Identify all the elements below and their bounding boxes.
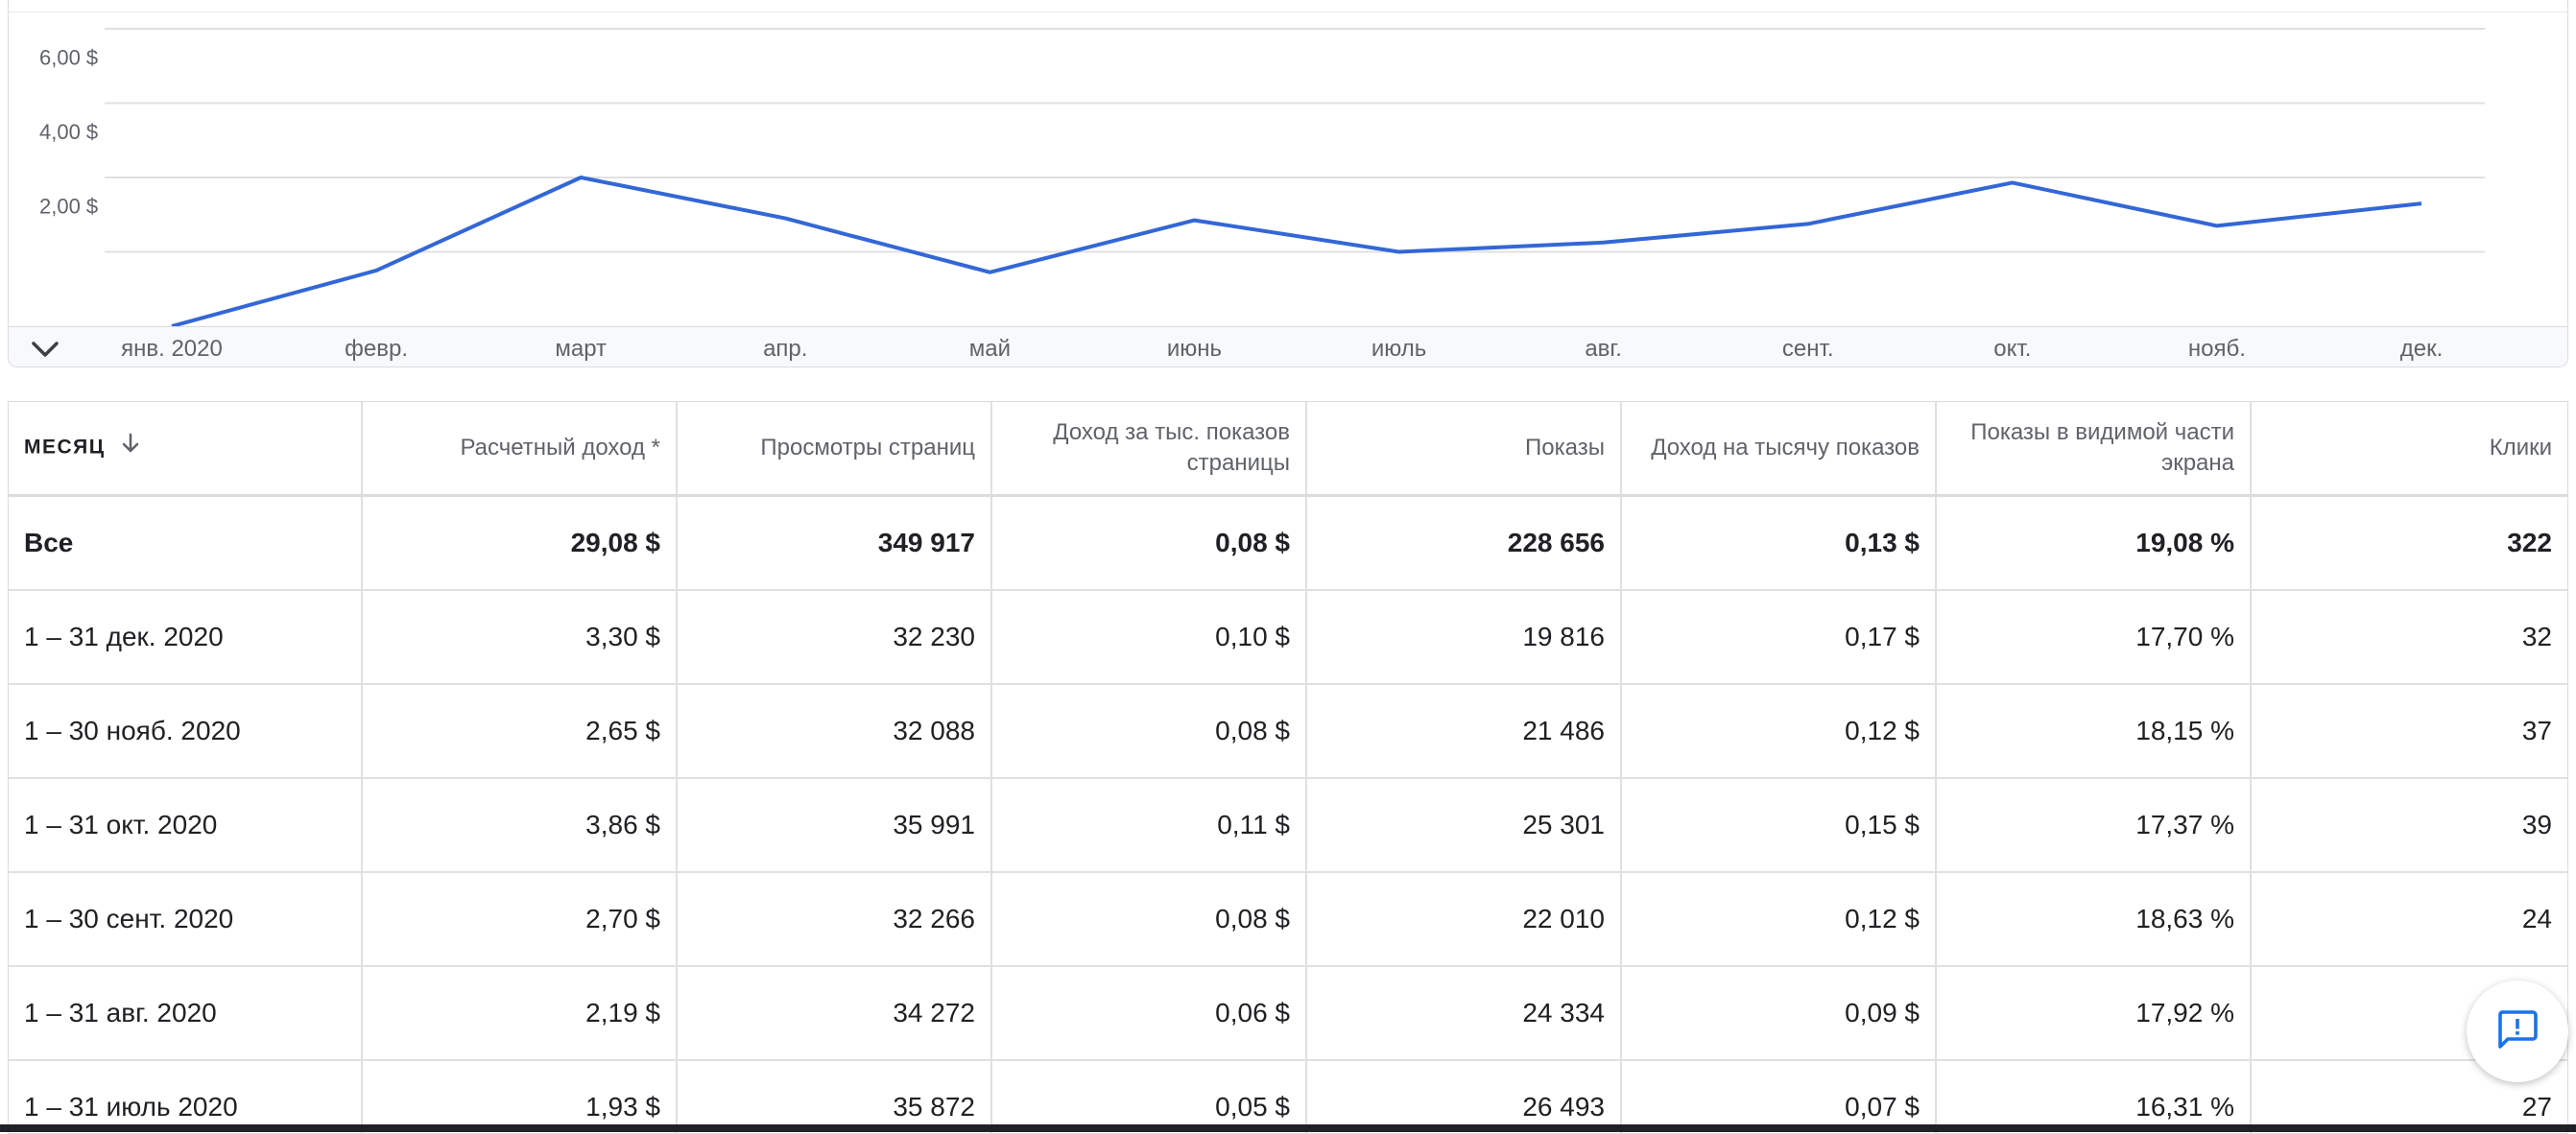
- table-cell: 0,12 $: [1621, 684, 1937, 779]
- arrow-down-icon[interactable]: [120, 432, 141, 464]
- table-cell: 3,86 $: [362, 778, 678, 873]
- table-cell: 0,15 $: [1621, 778, 1937, 873]
- column-header-active-view-viewable[interactable]: Показы в видимой части экрана: [1936, 402, 2252, 497]
- table-cell: 1 – 31 авг. 2020: [9, 966, 363, 1061]
- x-tick-label: дек.: [2400, 336, 2444, 362]
- table-cell: 19,08 %: [1936, 495, 2252, 591]
- x-tick-label: янв. 2020: [121, 336, 223, 362]
- table-cell: 39: [2251, 778, 2567, 873]
- table-cell: 32 266: [677, 872, 992, 967]
- x-tick-label: апр.: [763, 336, 807, 362]
- table-cell: 0,11 $: [991, 778, 1307, 873]
- table-cell: 24 334: [1306, 966, 1622, 1061]
- table-cell: 35 872: [677, 1060, 992, 1133]
- table-cell: 0,12 $: [1621, 872, 1937, 967]
- table-row: 1 – 30 сент. 2020 2,70 $ 32 266 0,08 $ 2…: [9, 872, 2567, 967]
- table-row: 1 – 31 авг. 2020 2,19 $ 34 272 0,06 $ 24…: [9, 966, 2567, 1061]
- table-cell: 18,15 %: [1936, 684, 2252, 779]
- column-header-impressions[interactable]: Показы: [1306, 402, 1622, 497]
- x-tick-label: июнь: [1167, 336, 1222, 362]
- table-cell: 32 230: [677, 590, 992, 685]
- feedback-icon: [2494, 1006, 2540, 1057]
- table-row: 1 – 31 июль 2020 1,93 $ 35 872 0,05 $ 26…: [9, 1060, 2567, 1133]
- chevron-down-icon[interactable]: [26, 335, 64, 364]
- column-header-page-views[interactable]: Просмотры страниц: [677, 402, 992, 497]
- table-cell: 17,37 %: [1936, 778, 2252, 873]
- table-cell: 1 – 30 нояб. 2020: [9, 684, 363, 779]
- column-header-clicks[interactable]: Клики: [2251, 402, 2567, 497]
- feedback-button[interactable]: [2467, 980, 2568, 1082]
- report-table: МЕСЯЦ Расчетный доход * Просмотры страни…: [8, 401, 2568, 1134]
- table-cell: 35 991: [677, 778, 992, 873]
- table-cell: 0,08 $: [991, 872, 1307, 967]
- column-header-estimated-revenue[interactable]: Расчетный доход *: [362, 402, 678, 497]
- table-cell: 0,06 $: [991, 966, 1307, 1061]
- table-cell: 1 – 30 сент. 2020: [9, 872, 363, 967]
- table-cell: 3,30 $: [362, 590, 678, 685]
- y-tick-label: 6,00 $: [39, 46, 98, 70]
- table-cell: Все: [9, 495, 363, 591]
- table-cell: 22 010: [1306, 872, 1622, 967]
- table-cell: 1 – 31 окт. 2020: [9, 778, 363, 873]
- x-tick-label: нояб.: [2188, 336, 2246, 362]
- x-tick-label: авг.: [1585, 336, 1622, 362]
- table-cell: 228 656: [1306, 495, 1622, 591]
- x-tick-label: окт.: [1993, 336, 2031, 362]
- table-cell: 26 493: [1306, 1060, 1622, 1133]
- table-cell: 18,63 %: [1936, 872, 2252, 967]
- table-row-total: Все 29,08 $ 349 917 0,08 $ 228 656 0,13 …: [9, 495, 2567, 591]
- table-cell: 29,08 $: [362, 495, 678, 591]
- table-cell: 17,92 %: [1936, 966, 2252, 1061]
- table-cell: 0,13 $: [1621, 495, 1937, 591]
- table-cell: 1 – 31 дек. 2020: [9, 590, 363, 685]
- table-cell: 0,08 $: [991, 684, 1307, 779]
- table-cell: 0,17 $: [1621, 590, 1937, 685]
- table-cell: 17,70 %: [1936, 590, 2252, 685]
- table-cell: 2,65 $: [362, 684, 678, 779]
- table-cell: 24: [2251, 872, 2567, 967]
- chart-gridlines: [105, 28, 2485, 253]
- table-cell: 322: [2251, 495, 2567, 591]
- column-header-impression-rpm[interactable]: Доход на тысячу показов: [1621, 402, 1937, 497]
- x-tick-label: сент.: [1782, 336, 1834, 362]
- window-bottom-edge: [0, 1124, 2576, 1132]
- x-tick-label: май: [969, 336, 1011, 362]
- table-cell: 2,70 $: [362, 872, 678, 967]
- revenue-series-line: [171, 176, 2422, 326]
- x-tick-label: июль: [1371, 336, 1426, 362]
- column-header-label: МЕСЯЦ: [24, 436, 106, 459]
- chart-x-tick-labels: янв. 2020 февр. март апр. май июнь июль авг. сен…: [121, 336, 2444, 362]
- table-header-row: МЕСЯЦ Расчетный доход * Просмотры страни…: [9, 402, 2567, 497]
- table-cell: 0,09 $: [1621, 966, 1937, 1061]
- table-cell: 349 917: [677, 495, 992, 591]
- x-tick-label: март: [555, 336, 607, 362]
- table-cell: 2,19 $: [362, 966, 678, 1061]
- table-cell: 19 816: [1306, 590, 1622, 685]
- table-cell: 0,10 $: [991, 590, 1307, 685]
- x-tick-label: февр.: [345, 336, 408, 362]
- table-cell: 34 272: [677, 966, 992, 1061]
- chart-card: 2,00 $4,00 $6,00 $8,00 $ янв. 2020февр.м…: [8, 0, 2568, 367]
- table-row: 1 – 31 дек. 2020 3,30 $ 32 230 0,10 $ 19…: [9, 590, 2567, 685]
- chart-x-axis: янв. 2020 февр. март апр. май июнь июль авг. сен…: [9, 326, 2567, 366]
- column-header-page-rpm[interactable]: Доход за тыс. показов страницы: [991, 402, 1307, 497]
- table-cell: 32: [2251, 590, 2567, 685]
- table-cell: 37: [2251, 684, 2567, 779]
- table-cell: 21 486: [1306, 684, 1622, 779]
- table-cell: 1 – 31 июль 2020: [9, 1060, 363, 1133]
- table-cell: 0,05 $: [991, 1060, 1307, 1133]
- table-cell: 25 301: [1306, 778, 1622, 873]
- table-cell: 0,08 $: [991, 495, 1307, 591]
- table-row: 1 – 31 окт. 2020 3,86 $ 35 991 0,11 $ 25…: [9, 778, 2567, 873]
- table-cell: 32 088: [677, 684, 992, 779]
- y-tick-label: 2,00 $: [39, 195, 98, 219]
- column-header-month[interactable]: МЕСЯЦ: [9, 402, 363, 497]
- table-cell: 16,31 %: [1936, 1060, 2252, 1133]
- table-row: 1 – 30 нояб. 2020 2,65 $ 32 088 0,08 $ 2…: [9, 684, 2567, 779]
- revenue-line-chart: 2,00 $4,00 $6,00 $8,00 $: [39, 28, 2485, 326]
- chart-y-axis: 2,00 $4,00 $6,00 $8,00 $: [39, 46, 98, 219]
- y-tick-label: 4,00 $: [39, 120, 98, 144]
- table-cell: 1,93 $: [362, 1060, 678, 1133]
- table-cell: 0,07 $: [1621, 1060, 1937, 1133]
